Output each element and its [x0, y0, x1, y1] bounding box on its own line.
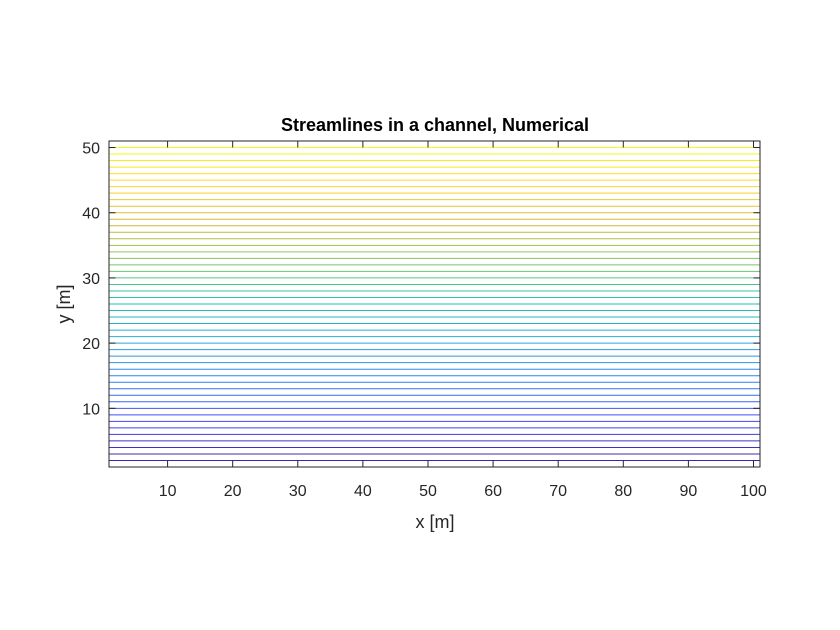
streamlines [109, 147, 760, 461]
plot-frame [108, 140, 761, 468]
y-axis-ticks: 10 20 30 40 50 [82, 141, 760, 418]
y-tick-label: 10 [82, 401, 100, 418]
x-tick-label: 20 [224, 483, 242, 500]
x-tick-label: 60 [484, 483, 502, 500]
x-tick-label: 70 [549, 483, 567, 500]
x-tick-label: 100 [740, 483, 767, 500]
y-tick-label: 50 [82, 141, 100, 158]
y-tick-label: 40 [82, 206, 100, 223]
x-tick-label: 90 [679, 483, 697, 500]
x-tick-label: 10 [159, 483, 177, 500]
y-tick-label: 30 [82, 271, 100, 288]
x-axis-ticks: 10 20 30 40 50 60 70 80 90 100 [159, 141, 767, 500]
x-axis-label: x [m] [416, 512, 455, 532]
chart-title: Streamlines in a channel, Numerical [281, 115, 589, 135]
y-axis-label: y [m] [54, 285, 74, 324]
x-tick-label: 40 [354, 483, 372, 500]
x-tick-label: 30 [289, 483, 307, 500]
y-tick-label: 20 [82, 336, 100, 353]
x-tick-label: 50 [419, 483, 437, 500]
x-tick-label: 80 [614, 483, 632, 500]
